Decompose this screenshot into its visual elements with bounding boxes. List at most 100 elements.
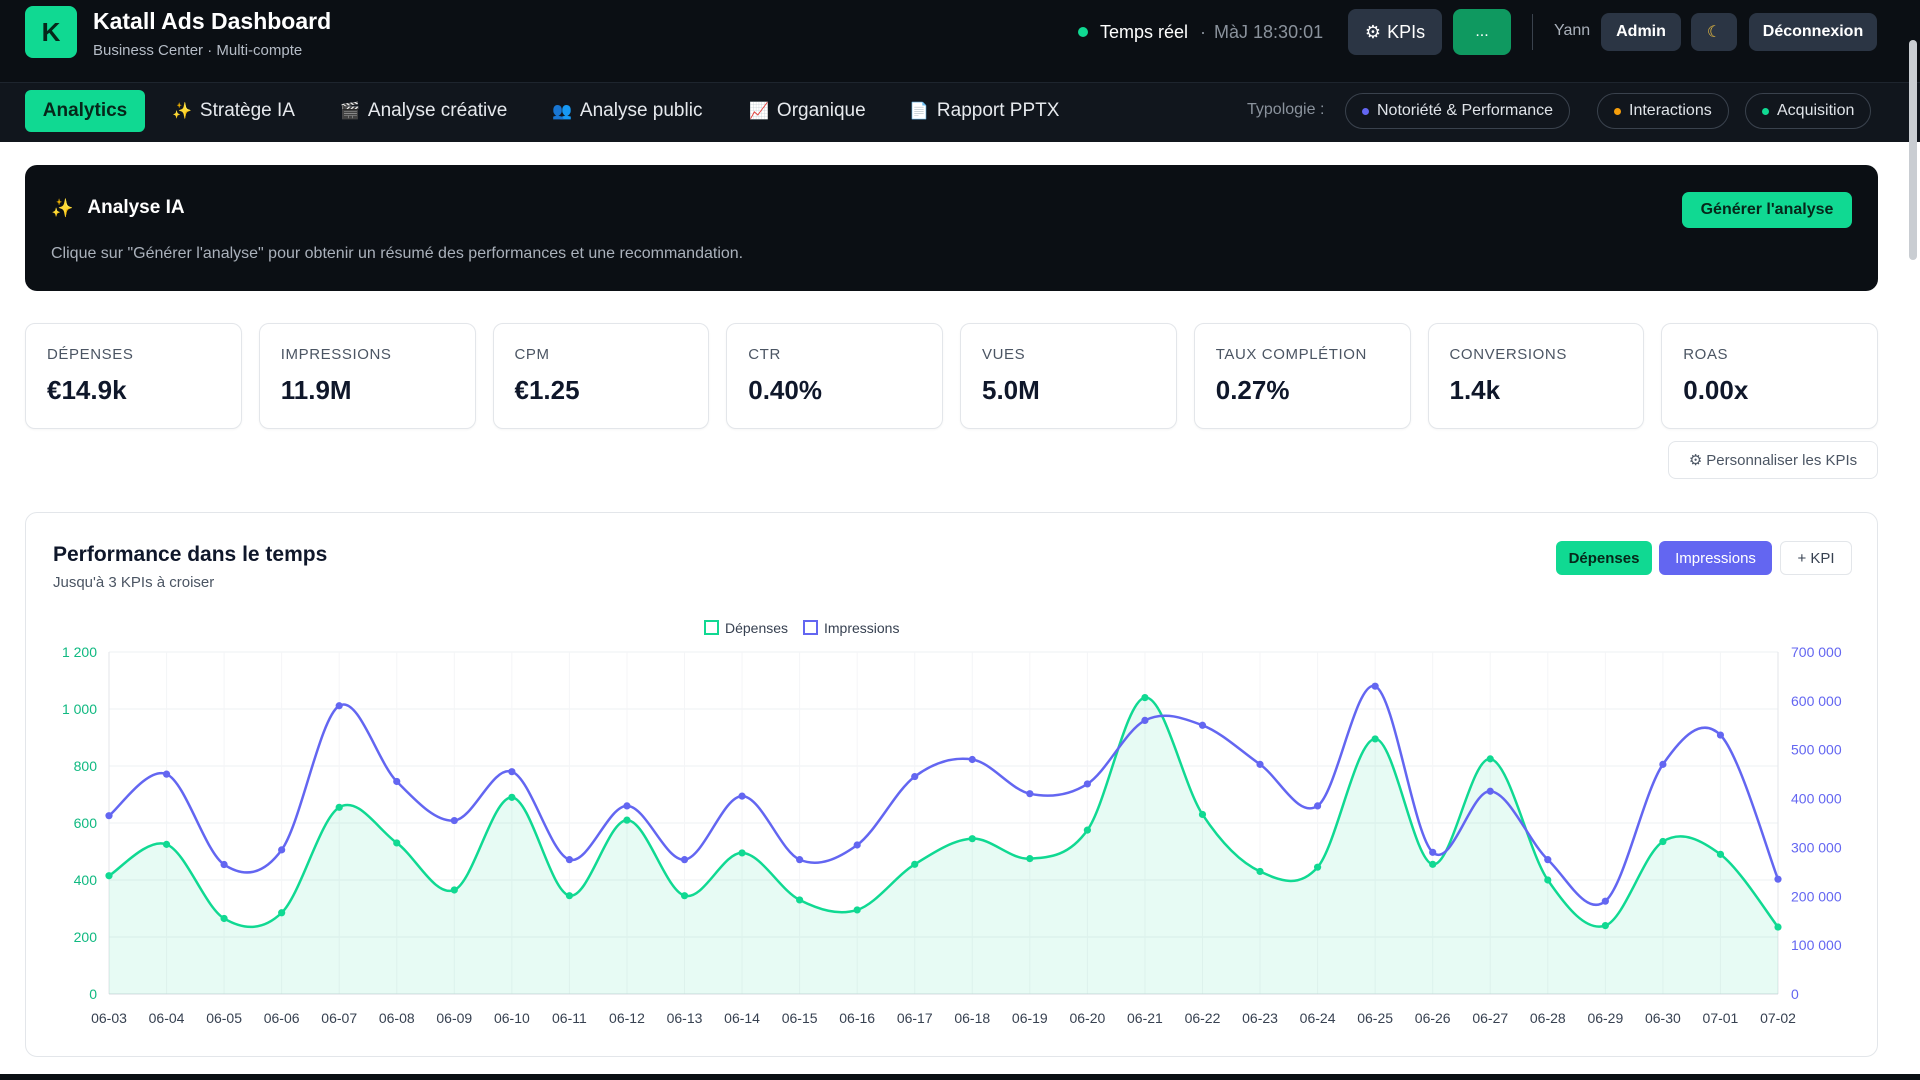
y-left-tick-label: 400 [74, 872, 98, 888]
admin-button[interactable]: Admin [1601, 13, 1681, 51]
tab-label: Stratège IA [199, 100, 295, 121]
x-tick-label: 07-01 [1703, 1010, 1739, 1026]
theme-toggle-button[interactable]: ☾ [1691, 13, 1737, 51]
chip-impressions[interactable]: Impressions [1659, 541, 1772, 575]
pill-label: Notoriété & Performance [1377, 102, 1554, 119]
data-point-depenses [738, 849, 746, 857]
live-dot-icon [1078, 27, 1088, 37]
data-point-impressions [1486, 787, 1494, 795]
data-point-depenses [911, 860, 919, 868]
legend-label-depenses: Dépenses [725, 620, 788, 636]
tab-label: Analyse public [579, 100, 703, 121]
bottom-edge [0, 1074, 1920, 1080]
customize-kpis-button[interactable]: ⚙ Personnaliser les KPIs [1668, 441, 1878, 479]
x-tick-label: 06-27 [1472, 1010, 1508, 1026]
tab-analytics[interactable]: Analytics [25, 90, 145, 132]
kpi-row: DÉPENSES €14.9k IMPRESSIONS 11.9M CPM €1… [25, 323, 1878, 429]
add-kpi-button[interactable]: + KPI [1780, 541, 1852, 575]
user-name: Yann [1554, 22, 1591, 39]
x-tick-label: 06-03 [91, 1010, 127, 1026]
top-header: K Katall Ads Dashboard Business Center ·… [0, 0, 1920, 82]
x-tick-label: 06-15 [782, 1010, 818, 1026]
data-point-depenses [1486, 755, 1494, 763]
tab-organique[interactable]: 📈 Organique [749, 90, 866, 132]
kpi-label: IMPRESSIONS [280, 346, 392, 363]
x-tick-label: 06-24 [1300, 1010, 1336, 1026]
kpi-label: DÉPENSES [47, 346, 134, 363]
x-tick-label: 06-09 [436, 1010, 472, 1026]
kpis-button[interactable]: ⚙ KPIs [1348, 9, 1442, 55]
data-point-impressions [1083, 780, 1091, 788]
data-point-depenses [508, 793, 516, 801]
y-left-tick-label: 600 [74, 815, 98, 831]
kpi-label: CONVERSIONS [1449, 346, 1567, 363]
data-point-impressions [335, 702, 343, 710]
app-title: Katall Ads Dashboard [93, 8, 332, 34]
sparkles-icon: ✨ [51, 197, 74, 218]
data-point-impressions [796, 856, 804, 864]
chart-icon: 📈 [749, 103, 769, 120]
realtime-status: Temps réel · MàJ 18:30:01 [1078, 20, 1323, 44]
typology-pill-interactions[interactable]: Interactions [1597, 93, 1729, 129]
typology-pill-notoriete[interactable]: Notoriété & Performance [1345, 93, 1571, 129]
chip-depenses[interactable]: Dépenses [1556, 541, 1652, 575]
legend-swatch-impressions [803, 620, 818, 635]
x-tick-label: 06-04 [149, 1010, 185, 1026]
data-point-impressions [911, 772, 919, 781]
x-tick-label: 06-13 [667, 1010, 703, 1026]
gear-icon: ⚙ [1688, 452, 1703, 469]
green-dot-icon [1762, 107, 1769, 115]
x-tick-label: 06-26 [1415, 1010, 1451, 1026]
data-point-depenses [565, 892, 574, 900]
data-point-impressions [1601, 897, 1609, 905]
tab-stratege-ia[interactable]: ✨ Stratège IA [172, 90, 295, 132]
y-right-tick-label: 600 000 [1791, 693, 1842, 709]
customize-kpis-label: Personnaliser les KPIs [1706, 451, 1858, 469]
users-icon: 👥 [552, 103, 572, 120]
data-point-impressions [1256, 760, 1264, 768]
data-point-depenses [680, 892, 689, 900]
kpi-card-cpm: CPM €1.25 [492, 323, 710, 429]
data-point-depenses [968, 835, 976, 843]
tab-rapport-pptx[interactable]: 📄 Rapport PPTX [909, 90, 1059, 132]
tab-analyse-creative[interactable]: 🎬 Analyse créative [340, 90, 507, 132]
kpi-card-depenses: DÉPENSES €14.9k [25, 323, 242, 429]
data-point-depenses [1659, 837, 1667, 846]
data-point-impressions [393, 777, 401, 786]
y-left-tick-label: 1 200 [62, 644, 97, 660]
data-point-depenses [105, 872, 113, 880]
x-tick-label: 06-17 [897, 1010, 933, 1026]
kpis-button-label: KPIs [1387, 21, 1426, 42]
x-tick-label: 06-18 [954, 1010, 990, 1026]
logout-button[interactable]: Déconnexion [1749, 13, 1877, 51]
data-point-depenses [1198, 810, 1207, 819]
data-point-depenses [1544, 876, 1552, 884]
ai-analysis-title: ✨ Analyse IA [51, 197, 185, 219]
last-update-time: MàJ 18:30:01 [1214, 21, 1324, 42]
data-point-impressions [1716, 731, 1725, 739]
data-point-impressions [1026, 790, 1034, 798]
data-point-impressions [1544, 856, 1552, 864]
app-subtitle: Business Center · Multi-compte [93, 42, 303, 59]
x-tick-label: 06-16 [839, 1010, 875, 1026]
kpi-card-conversions: CONVERSIONS 1.4k [1427, 323, 1645, 429]
data-point-impressions [1659, 760, 1667, 768]
more-button[interactable]: ... [1453, 9, 1511, 55]
typology-pill-acquisition[interactable]: Acquisition [1745, 93, 1872, 129]
header-divider [1532, 14, 1533, 50]
y-left-tick-label: 800 [74, 758, 98, 774]
data-point-impressions [105, 812, 113, 820]
page-scrollbar[interactable] [1909, 40, 1917, 260]
data-point-impressions [162, 770, 171, 778]
data-point-depenses [1026, 855, 1034, 863]
y-right-tick-label: 400 000 [1791, 791, 1842, 807]
tab-analyse-public[interactable]: 👥 Analyse public [552, 90, 702, 132]
generate-analysis-button[interactable]: Générer l'analyse [1682, 192, 1852, 228]
data-point-impressions [1371, 682, 1379, 690]
kpi-label: CPM [514, 346, 550, 363]
data-point-depenses [1716, 850, 1725, 858]
data-point-depenses [278, 909, 286, 917]
tab-label: Analytics [42, 100, 128, 121]
data-point-impressions [278, 846, 286, 854]
data-point-impressions [680, 856, 689, 864]
